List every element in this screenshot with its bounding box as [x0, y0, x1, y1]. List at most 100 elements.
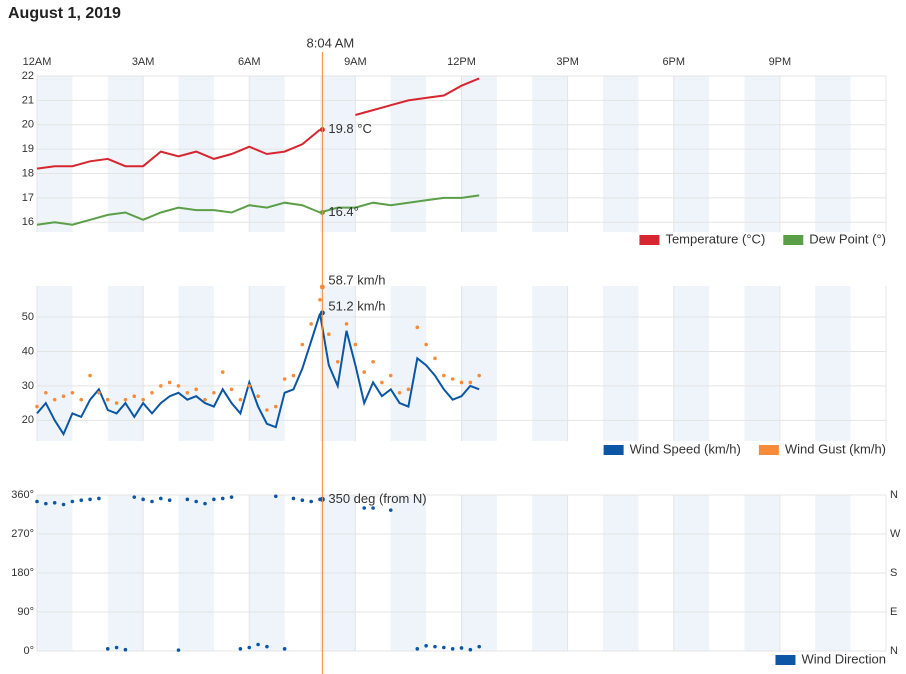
hour-band: [461, 286, 497, 441]
series-point: [468, 647, 473, 652]
series-point: [406, 387, 411, 392]
series-point: [176, 648, 181, 652]
series-point: [105, 647, 110, 651]
y-tick-label: 270°: [11, 528, 34, 540]
series-point: [380, 380, 384, 385]
x-tick-label: 9PM: [769, 56, 792, 68]
series-point: [132, 394, 137, 399]
y-tick-label: 360°: [11, 489, 34, 501]
series-point: [371, 506, 375, 510]
series-point: [468, 380, 473, 385]
series-point: [300, 342, 305, 347]
y-tick-label: 90°: [17, 606, 34, 618]
y2-tick-label: N: [890, 645, 898, 657]
series-line: [36, 194, 480, 226]
y-tick-label: 18: [22, 167, 34, 179]
series-line: [36, 313, 480, 437]
series-point: [167, 498, 172, 503]
series-point: [388, 373, 393, 378]
hour-band: [603, 76, 639, 232]
series-point: [256, 394, 260, 399]
series-point: [97, 496, 101, 501]
cursor-value-label: 350 deg (from N): [328, 491, 426, 506]
legend-swatch: [783, 235, 804, 245]
series-point: [52, 397, 57, 402]
legend-label: Dew Point (°): [809, 231, 886, 246]
series-point: [185, 497, 190, 502]
y-tick-label: 17: [22, 192, 34, 204]
hour-band: [390, 76, 427, 232]
y2-tick-label: N: [890, 489, 898, 501]
series-point: [388, 508, 393, 512]
legend-swatch: [758, 445, 779, 455]
series-point: [415, 647, 420, 651]
series-point: [424, 644, 428, 648]
series-point: [273, 404, 278, 409]
series-point: [203, 397, 207, 402]
series-point: [282, 647, 287, 651]
hour-band: [249, 286, 285, 441]
series-point: [212, 390, 216, 395]
y-tick-label: 21: [22, 94, 34, 106]
x-tick-label: 6PM: [662, 56, 685, 68]
hour-band: [37, 286, 73, 441]
y-tick-label: 40: [22, 345, 34, 357]
legend-label: Wind Speed (km/h): [630, 441, 741, 456]
series-point: [442, 373, 446, 378]
hour-band: [673, 76, 710, 232]
series-point: [415, 325, 420, 330]
hour-band: [532, 286, 568, 441]
hour-band: [815, 76, 851, 232]
cursor-value-label: 19.8 °C: [328, 121, 372, 136]
hour-band: [603, 286, 639, 441]
series-point: [194, 387, 198, 392]
series-point: [88, 497, 92, 502]
hour-band: [532, 76, 568, 232]
series-point: [273, 494, 278, 499]
series-point: [459, 646, 464, 650]
hour-band: [461, 76, 497, 232]
series-point: [114, 401, 119, 405]
y2-tick-label: S: [890, 567, 897, 579]
y-tick-label: 16: [22, 216, 34, 228]
series-point: [123, 397, 128, 402]
cursor-value-label: 51.2 km/h: [328, 298, 385, 313]
series-point: [247, 645, 252, 650]
x-tick-label: 12PM: [447, 56, 476, 68]
y2-tick-label: E: [890, 606, 897, 618]
series-point: [35, 499, 39, 504]
series-point: [61, 502, 66, 507]
legend-label: Temperature (°C): [665, 231, 765, 246]
series-point: [433, 644, 437, 649]
series-line: [36, 77, 480, 170]
series-point: [238, 647, 243, 651]
series-point: [309, 499, 313, 504]
x-tick-label: 3AM: [132, 56, 155, 68]
page-title: August 1, 2019: [8, 5, 121, 22]
series-point: [309, 322, 313, 326]
cursor-value-label: 58.7 km/h: [328, 272, 385, 287]
x-tick-label: 6AM: [238, 56, 261, 68]
legend-swatch: [603, 445, 624, 455]
series-point: [265, 408, 269, 412]
series-point: [335, 359, 340, 364]
series-point: [442, 645, 446, 650]
series-point: [229, 387, 234, 392]
y-tick-label: 30: [22, 380, 34, 392]
series-point: [220, 496, 225, 501]
legend-label: Wind Direction: [801, 651, 886, 666]
series-point: [291, 496, 296, 501]
series-point: [362, 370, 367, 374]
hour-band: [107, 286, 144, 441]
series-point: [282, 377, 287, 381]
series-point: [185, 390, 190, 395]
series-point: [212, 497, 216, 502]
series-point: [362, 506, 367, 510]
cursor-value-label: 16.4°: [328, 204, 359, 219]
series-point: [353, 342, 358, 347]
y2-tick-label: W: [890, 528, 901, 540]
series-point: [114, 645, 119, 650]
series-point: [477, 373, 481, 378]
series-point: [450, 647, 455, 651]
series-point: [203, 501, 207, 506]
